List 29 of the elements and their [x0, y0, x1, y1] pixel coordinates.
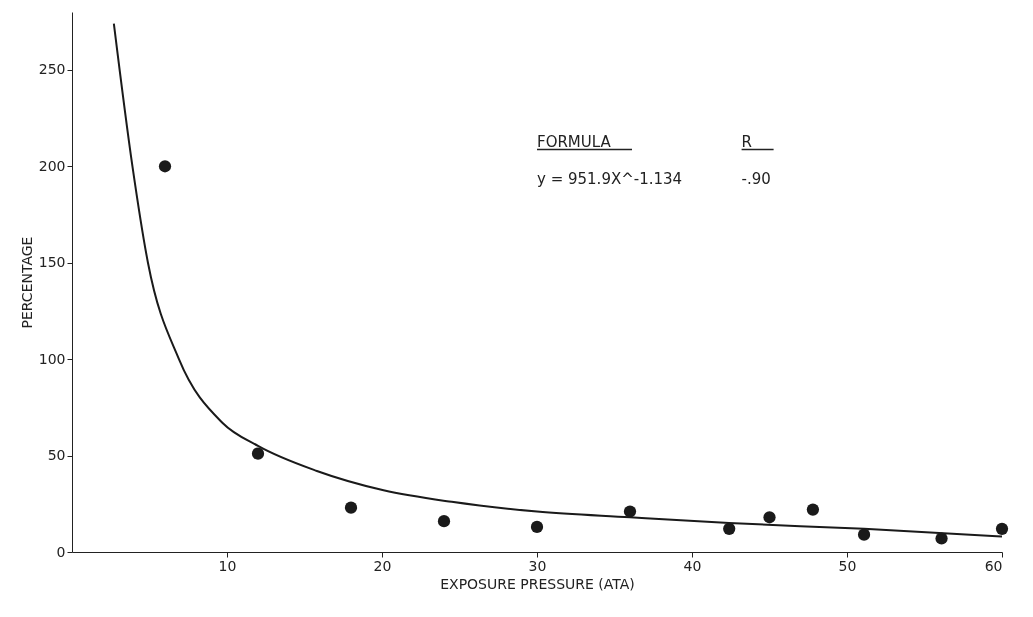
point	[763, 511, 776, 524]
x-tick-label: 40	[683, 557, 702, 574]
point	[623, 505, 637, 518]
x-tick-label: 60	[984, 557, 1003, 574]
x-axis-title: EXPOSURE PRESSURE (ATA)	[440, 575, 635, 592]
point	[344, 501, 358, 514]
point	[806, 503, 820, 516]
y-tick-label: 50	[47, 447, 66, 464]
y-axis-title: PERCENTAGE	[18, 236, 35, 329]
point	[857, 528, 871, 541]
annotation: y = 951.9X^-1.134	[537, 170, 683, 189]
y-tick-label: 0	[56, 543, 66, 560]
annotation: R	[741, 132, 753, 151]
point	[158, 160, 172, 173]
annotation: FORMULA	[537, 132, 612, 151]
point	[251, 447, 265, 460]
point	[723, 522, 736, 535]
point	[995, 522, 1009, 535]
x-tick-label: 30	[528, 557, 547, 574]
y-tick-label: 100	[38, 350, 66, 367]
x-tick-label: 10	[218, 557, 237, 574]
y-tick-label: 200	[38, 157, 66, 174]
point	[530, 520, 544, 534]
annotation: -.90	[741, 170, 771, 189]
y-tick-label: 150	[38, 254, 66, 271]
y-tick-label: 250	[38, 61, 66, 78]
x-tick-label: 50	[838, 557, 857, 574]
x-tick-label: 20	[373, 557, 392, 574]
point	[437, 515, 451, 528]
